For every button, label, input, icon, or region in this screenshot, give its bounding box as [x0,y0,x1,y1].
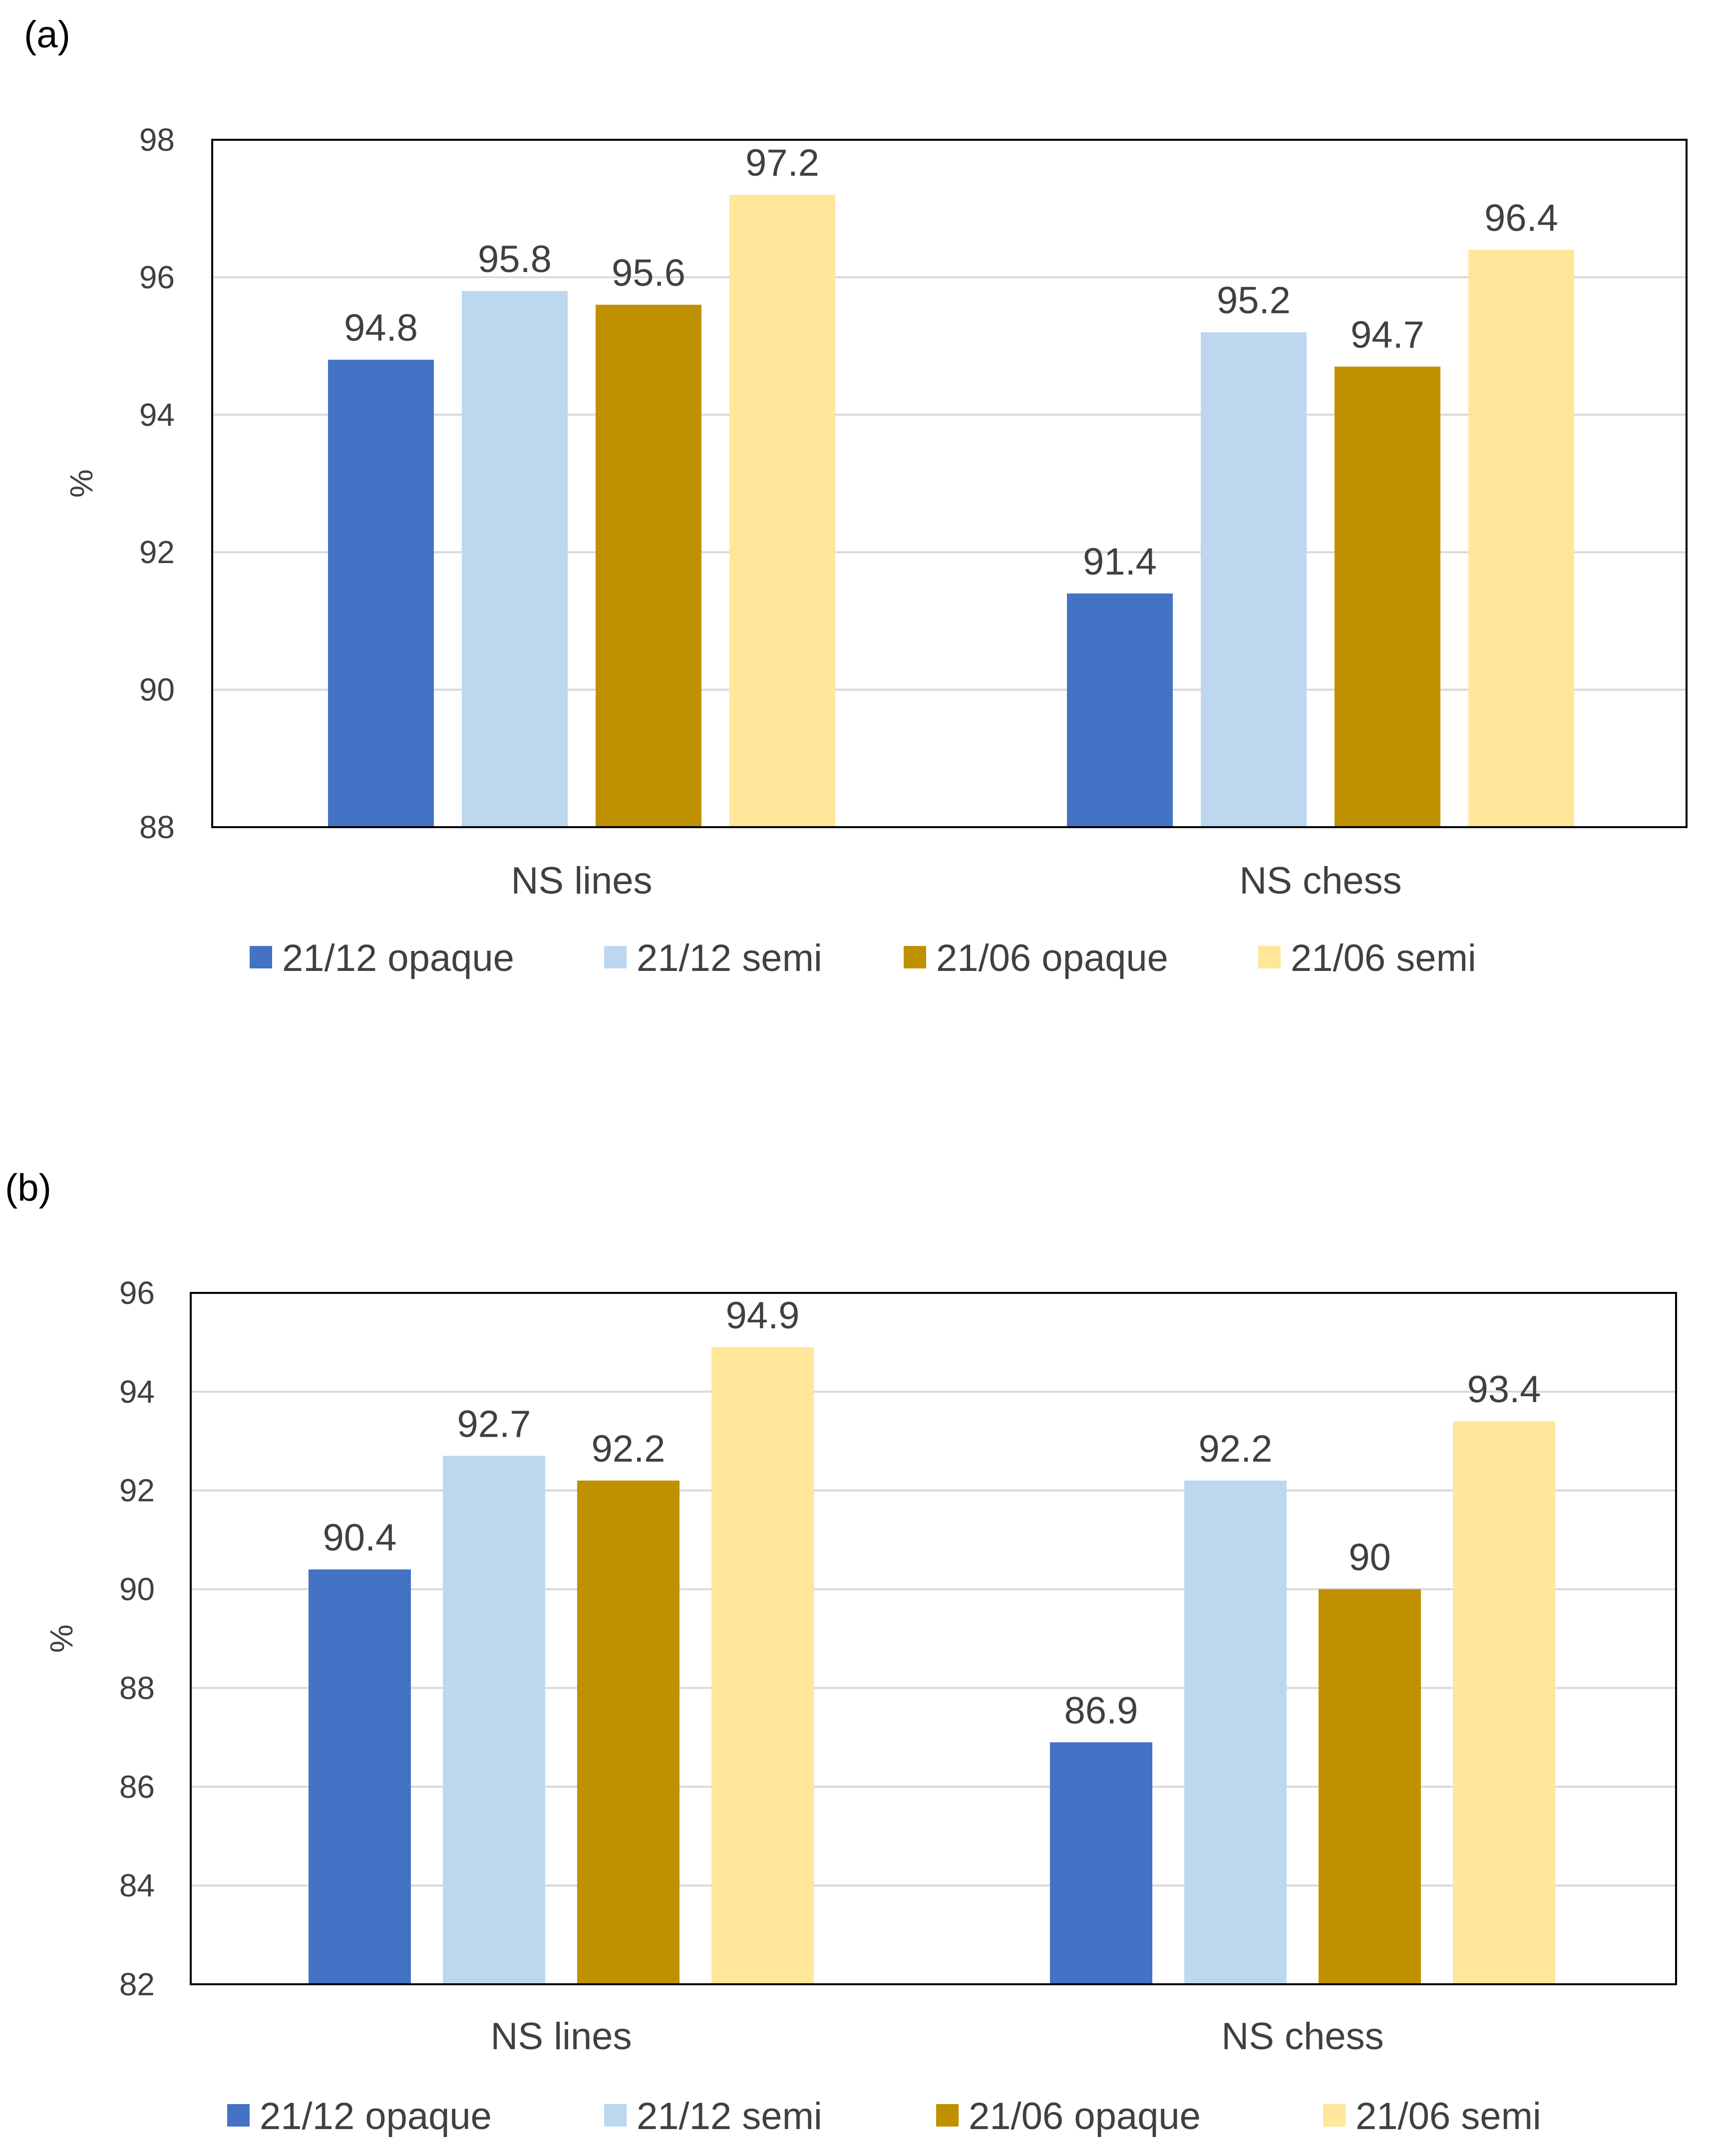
data-label: 94.8 [344,307,418,349]
bar [1067,593,1173,827]
legend: 21/12 opaque 21/12 semi 21/06 opaque 21/06 … [250,937,1476,979]
chart-panel-b: (b) 90.4 86.9 92.7 92.2 92.2 90 94.9 93.4 82 84 86 8… [5,1167,1677,2138]
bar [462,291,568,828]
y-tick-label: 82 [119,1966,155,2002]
legend-marker [604,2104,627,2127]
legend-marker [1323,2104,1346,2127]
y-tick-label: 98 [139,122,175,158]
bar [1184,1480,1287,1984]
y-tick-label: 90 [139,672,175,708]
bar [1050,1742,1152,1984]
data-label: 86.9 [1064,1689,1138,1732]
bar [328,359,434,827]
data-label: 91.4 [1083,541,1157,583]
y-axis-label: % [43,1624,79,1653]
y-tick-label: 88 [119,1670,155,1706]
data-label: 97.2 [745,142,819,184]
legend-marker [936,2104,959,2127]
y-tick-label: 90 [119,1571,155,1607]
bar [1319,1589,1421,1984]
data-label: 93.4 [1467,1368,1541,1411]
y-tick-label: 88 [139,809,175,845]
data-label: 90 [1349,1537,1391,1579]
legend-entry: 21/06 semi [1291,937,1476,979]
legend-entry: 21/06 semi [1356,2095,1541,2138]
y-tick-label: 92 [119,1473,155,1509]
y-tick-label: 84 [119,1867,155,1903]
legend-entry: 21/12 semi [637,937,822,979]
data-label: 90.4 [323,1517,397,1559]
y-axis-label: % [63,469,99,498]
legend-marker [1258,946,1281,968]
bar [596,305,701,827]
bar [309,1569,411,1984]
legend-marker [250,946,272,968]
data-label: 94.7 [1351,313,1424,356]
y-tick-label: 94 [139,397,175,433]
y-tick-label: 86 [119,1769,155,1805]
bar [1468,250,1574,827]
panel-label: (a) [24,13,70,56]
data-label: 92.2 [592,1428,666,1470]
data-label: 92.2 [1199,1428,1273,1470]
y-tick-label: 96 [139,259,175,295]
data-label: 95.6 [612,252,685,294]
bar [1453,1421,1555,1984]
data-label: 95.8 [478,238,552,281]
data-label: 95.2 [1217,280,1291,322]
plot-area-border [190,1292,1677,1985]
y-tick-label: 96 [119,1275,155,1311]
legend-entry: 21/12 opaque [260,2095,492,2138]
x-category-label: NS chess [1239,860,1401,902]
legend-marker [904,946,926,968]
legend-marker [604,946,627,968]
bar [711,1347,814,1984]
plot-area-border [211,139,1688,828]
bar [1335,366,1440,827]
y-tick-label: 92 [139,534,175,570]
legend: 21/12 opaque 21/12 semi 21/06 opaque 21/06 … [227,2095,1541,2138]
data-label: 92.7 [457,1403,531,1445]
legend-entry: 21/06 opaque [936,937,1168,979]
panel-label: (b) [5,1167,51,1209]
bar [729,195,835,827]
x-category-label: NS lines [511,860,653,902]
legend-entry: 21/06 opaque [969,2095,1201,2138]
legend-entry: 21/12 opaque [282,937,514,979]
bar [577,1480,680,1984]
legend-entry: 21/12 semi [637,2095,822,2138]
bar [443,1456,545,1984]
x-category-label: NS chess [1221,2015,1383,2058]
y-tick-label: 94 [119,1374,155,1410]
data-label: 94.9 [726,1294,800,1337]
x-category-label: NS lines [491,2015,632,2058]
legend-marker [227,2104,250,2127]
data-label: 96.4 [1484,197,1558,239]
chart-panel-a: (a) 94.8 91.4 95.8 95.2 95.6 94.7 97.2 96.4 88 90 9… [24,13,1688,979]
bar [1201,332,1307,827]
